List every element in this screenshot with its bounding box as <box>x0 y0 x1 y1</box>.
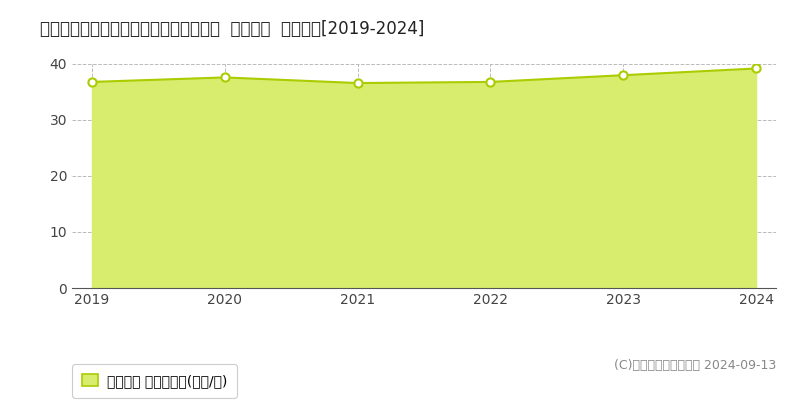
Point <box>218 74 231 81</box>
Point <box>484 79 497 85</box>
Point <box>351 80 364 86</box>
Text: (C)土地価格ドットコム 2024-09-13: (C)土地価格ドットコム 2024-09-13 <box>614 359 776 372</box>
Point <box>617 72 630 78</box>
Legend: 地価公示 平均坪単価(万円/坪): 地価公示 平均坪単価(万円/坪) <box>72 364 237 398</box>
Text: 愛知県春日井市高山町１丁目２１番１外  地価公示  地価推移[2019-2024]: 愛知県春日井市高山町１丁目２１番１外 地価公示 地価推移[2019-2024] <box>40 20 424 38</box>
Point <box>86 79 98 85</box>
Point <box>750 65 762 72</box>
